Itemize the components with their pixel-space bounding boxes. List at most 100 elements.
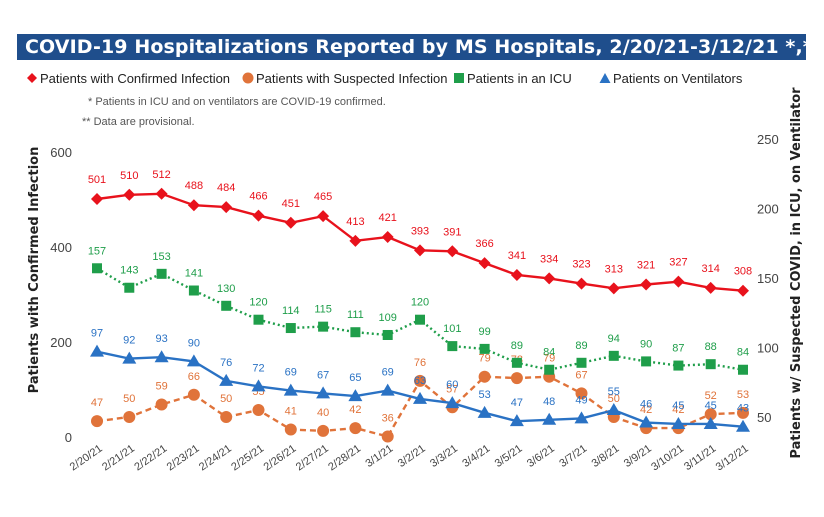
circle-marker	[478, 370, 491, 383]
data-label: 393	[411, 225, 429, 237]
data-label: 87	[672, 343, 684, 355]
data-label: 50	[608, 393, 620, 405]
diamond-marker	[220, 201, 233, 214]
square-legend-icon	[454, 73, 464, 83]
x-tick-label: 3/3/21	[428, 443, 460, 470]
circle-legend-icon	[242, 72, 254, 84]
data-label: 366	[475, 238, 493, 250]
diamond-marker	[155, 187, 168, 200]
data-label: 43	[737, 403, 749, 415]
circle-marker	[737, 406, 749, 419]
triangle-marker	[736, 419, 750, 432]
x-tick-label: 3/1/21	[363, 443, 395, 470]
data-label: 42	[672, 404, 684, 416]
triangle-marker	[283, 383, 298, 396]
data-label: 313	[605, 263, 623, 275]
square-marker	[415, 314, 425, 325]
diamond-legend-icon	[27, 73, 37, 83]
square-marker	[544, 364, 555, 375]
square-marker	[156, 268, 167, 279]
diamond-marker	[349, 234, 362, 247]
y-right-tick-label: 200	[757, 202, 779, 217]
data-label: 115	[314, 304, 332, 316]
square-marker	[285, 323, 296, 334]
diamond-marker	[123, 188, 136, 201]
square-marker	[673, 360, 684, 371]
circle-marker	[123, 411, 136, 423]
data-label: 90	[640, 338, 652, 350]
data-label: 510	[120, 170, 138, 182]
x-tick-label: 2/26/21	[262, 443, 299, 474]
triangle-marker	[509, 414, 524, 427]
diamond-marker	[381, 231, 394, 244]
data-label: 327	[669, 257, 687, 269]
square-marker	[447, 341, 458, 352]
triangle-marker	[251, 379, 266, 392]
data-label: 63	[414, 375, 426, 387]
legend-label: Patients in an ICU	[467, 71, 572, 86]
y-right-tick-label: 100	[757, 341, 779, 356]
data-label: 153	[152, 251, 170, 263]
data-label: 76	[414, 357, 426, 369]
diamond-marker	[704, 281, 717, 294]
data-label: 46	[640, 399, 652, 411]
data-label: 48	[543, 396, 555, 408]
y-left-tick-label: 0	[65, 430, 72, 445]
data-label: 41	[285, 406, 297, 418]
data-label: 321	[637, 260, 655, 272]
circle-marker	[187, 388, 200, 401]
y-right-tick-label: 250	[757, 132, 779, 147]
data-label: 93	[155, 333, 167, 345]
square-marker	[705, 359, 716, 370]
square-marker	[479, 343, 490, 354]
square-marker	[350, 327, 361, 338]
diamond-marker	[187, 199, 200, 212]
data-label: 52	[705, 390, 717, 402]
triangle-marker	[542, 412, 557, 425]
square-marker	[253, 314, 264, 325]
data-label: 130	[217, 283, 235, 295]
title-bar: COVID-19 Hospitalizations Reported by MS…	[17, 34, 823, 60]
data-label: 334	[540, 253, 558, 265]
diamond-marker	[284, 216, 297, 229]
triangle-marker	[380, 383, 395, 396]
x-tick-label: 3/4/21	[460, 443, 492, 470]
triangle-marker	[154, 350, 169, 363]
x-tick-label: 2/27/21	[294, 443, 331, 474]
diamond-marker	[317, 210, 330, 223]
data-label: 57	[446, 383, 458, 395]
triangle-marker	[413, 391, 427, 404]
data-label: 341	[508, 250, 526, 262]
y-left-axis-title: Patients with Confirmed Infection	[27, 147, 42, 394]
square-marker	[608, 350, 619, 361]
data-label: 89	[575, 340, 587, 352]
data-label: 111	[347, 309, 364, 321]
y-left-tick-label: 600	[50, 145, 72, 160]
data-label: 99	[478, 326, 490, 338]
square-marker	[124, 282, 135, 293]
data-label: 88	[705, 341, 717, 353]
circle-marker	[317, 424, 330, 437]
data-label: 484	[217, 182, 235, 194]
data-label: 76	[220, 357, 232, 369]
triangle-marker	[477, 405, 492, 418]
note-provisional: ** Data are provisional.	[82, 116, 195, 128]
data-label: 512	[152, 169, 170, 181]
data-label: 314	[702, 263, 720, 275]
data-label: 120	[249, 297, 267, 309]
x-tick-label: 3/8/21	[590, 443, 622, 470]
data-label: 36	[382, 412, 394, 424]
diamond-marker	[252, 209, 265, 222]
data-label: 501	[88, 174, 106, 186]
x-tick-label: 2/24/21	[197, 443, 234, 474]
data-label: 45	[672, 400, 684, 412]
data-label: 92	[123, 335, 135, 347]
x-tick-label: 2/22/21	[132, 443, 169, 474]
chart-title: COVID-19 Hospitalizations Reported by MS…	[25, 36, 823, 58]
data-label: 114	[282, 305, 300, 317]
x-tick-label: 3/10/21	[649, 443, 686, 474]
data-label: 50	[123, 393, 135, 405]
circle-marker	[381, 430, 394, 443]
data-label: 60	[446, 379, 458, 391]
x-tick-label: 3/2/21	[396, 443, 428, 470]
